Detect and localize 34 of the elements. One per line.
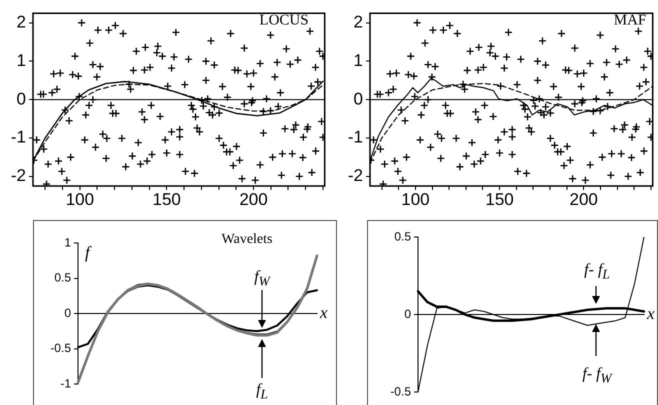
x-axis-title: x (319, 302, 328, 322)
x-tick-label: 200 (570, 190, 598, 209)
y-tick-label: 0 (16, 89, 26, 108)
y-tick-label: 1 (16, 50, 26, 70)
y-tick-label: -2 (348, 166, 363, 186)
y-axis-title: f (85, 242, 92, 262)
y-tick-label: 2 (16, 12, 26, 32)
y-tick-label: -2 (10, 166, 26, 186)
x-axis-title: x (646, 304, 655, 323)
y-tick-label: 1 (64, 235, 72, 250)
y-tick-label: 1 (354, 50, 363, 70)
y-tick-label: 2 (354, 12, 363, 32)
annotation: f$_{L}$ (256, 381, 268, 403)
annotation: MAF (614, 12, 646, 30)
annotation: f$_{W}$ (254, 268, 270, 290)
y-tick-label: -0.5 (50, 341, 72, 356)
x-tick-label: 200 (239, 190, 268, 209)
annotation: Wavelets (222, 232, 272, 248)
y-tick-label: -1 (10, 128, 26, 147)
annotation: f- f$_{W}$ (582, 365, 612, 387)
x-tick-label: 100 (66, 190, 94, 209)
y-tick-label: 0.5 (54, 270, 72, 285)
annotation: LOCUS (259, 12, 309, 30)
y-tick-label: 0 (354, 89, 363, 108)
x-tick-label: 150 (152, 190, 181, 209)
annotation: f- f$_{L}$ (584, 261, 610, 283)
x-tick-label: 100 (401, 190, 430, 209)
y-tick-label: 0 (404, 306, 412, 321)
y-tick-label: -0.5 (390, 384, 412, 398)
y-tick-label: 0.5 (394, 229, 412, 244)
y-tick-label: 0 (64, 306, 72, 320)
y-tick-label: -1 (60, 376, 72, 390)
x-tick-label: 150 (485, 190, 514, 209)
y-tick-label: -1 (348, 128, 363, 147)
